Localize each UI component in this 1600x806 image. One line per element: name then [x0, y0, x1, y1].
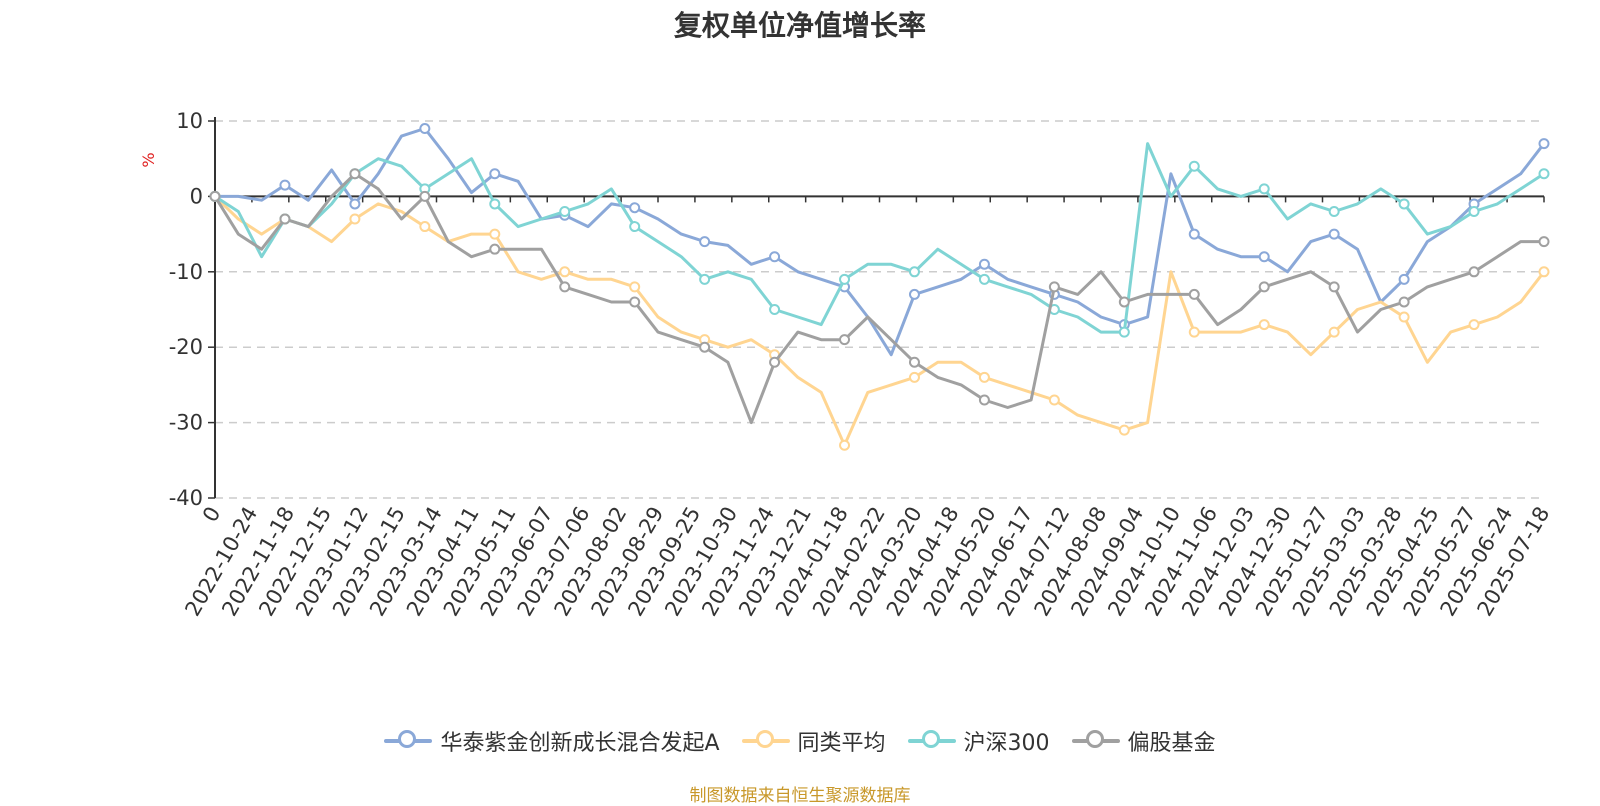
series-point [769, 251, 781, 263]
series-point [1328, 228, 1340, 240]
series-point [839, 334, 851, 346]
y-tick-label: 10 [176, 109, 203, 133]
y-axis-unit: % [139, 152, 158, 167]
series-line-0 [215, 127, 1546, 357]
series-point [1258, 251, 1270, 263]
series-point [279, 213, 291, 225]
legend-marker-icon [1071, 730, 1120, 748]
series-point [769, 356, 781, 368]
series-point [1468, 205, 1480, 217]
series-point [279, 179, 291, 191]
series-point [1258, 183, 1270, 195]
series-point [209, 190, 221, 202]
series-point [1048, 394, 1060, 406]
series-point [1538, 138, 1550, 150]
chart-title: 复权单位净值增长率 [673, 9, 926, 42]
legend-item[interactable]: 同类平均 [741, 725, 886, 757]
series-point [769, 304, 781, 315]
series-point [1538, 168, 1550, 180]
series-point [1468, 319, 1480, 331]
series-layer [209, 123, 1550, 451]
series-point [1398, 311, 1410, 323]
series-point [489, 168, 501, 180]
series-point [559, 281, 571, 293]
series-point [1118, 424, 1130, 436]
series-line-1 [213, 195, 1546, 447]
series-point [489, 243, 501, 255]
series-point [1258, 319, 1270, 331]
series-point [699, 236, 711, 248]
legend-item[interactable]: 华泰紫金创新成长混合发起A [384, 725, 720, 757]
series-point [1188, 288, 1200, 300]
series-point [1398, 273, 1410, 285]
series-point [1538, 236, 1550, 248]
series-point [1468, 266, 1480, 278]
series-point [419, 190, 431, 202]
grid-layer [215, 120, 1544, 499]
series-point [1188, 228, 1200, 240]
series-point [699, 341, 711, 353]
series-point [1328, 281, 1340, 293]
series-point [629, 202, 641, 214]
legend-item[interactable]: 偏股基金 [1071, 725, 1216, 757]
series-point [629, 221, 641, 233]
series-point [629, 281, 641, 293]
series-point [349, 213, 361, 225]
series-point [978, 273, 990, 285]
legend-label: 沪深300 [963, 731, 1050, 756]
series-point [908, 288, 920, 300]
series-point [1118, 296, 1130, 308]
series-point [489, 198, 501, 210]
series-point [908, 356, 920, 368]
series-point [419, 221, 431, 233]
source-note: 制图数据来自恒生聚源数据库 [689, 786, 911, 806]
series-point [1118, 326, 1130, 338]
series-point [908, 371, 920, 383]
series-point [489, 228, 501, 240]
series-point [978, 371, 990, 383]
series-point [839, 439, 851, 451]
legend-item[interactable]: 沪深300 [907, 725, 1050, 757]
y-tick-label: -40 [169, 486, 203, 510]
series-point [978, 258, 990, 270]
series-point [559, 205, 571, 217]
legend-label: 偏股基金 [1127, 731, 1216, 756]
legend-label: 华泰紫金创新成长混合发起A [440, 731, 720, 756]
series-point [1188, 326, 1200, 338]
series-point [629, 296, 641, 308]
y-tick-label: -10 [169, 260, 203, 284]
series-line-2 [214, 142, 1545, 334]
y-tick-label: -30 [169, 411, 203, 435]
series-point [908, 266, 920, 278]
series-point [839, 273, 851, 285]
series-point [1398, 198, 1410, 210]
series-point [1398, 296, 1410, 308]
series-point [1538, 266, 1550, 278]
series-point [1258, 281, 1270, 293]
series-point [349, 168, 361, 180]
x-tick-label: 0 [198, 503, 225, 527]
series-point [1328, 326, 1340, 338]
series-point [419, 123, 431, 135]
series-point [1328, 205, 1340, 217]
series-point [978, 394, 990, 406]
axis-layer: 100-10-20-30-4002022-10-242022-11-182022… [169, 109, 1555, 620]
y-tick-label: 0 [190, 184, 203, 208]
series-point [1048, 281, 1060, 293]
series-point [349, 198, 361, 210]
series-point [1188, 160, 1200, 172]
series-point [559, 266, 571, 278]
series-point [699, 273, 711, 285]
legend-marker-icon [741, 730, 790, 748]
legend-marker-icon [384, 730, 433, 748]
series-line-3 [213, 172, 1544, 425]
y-tick-label: -20 [169, 335, 203, 359]
legend-marker-icon [907, 730, 956, 748]
legend-label: 同类平均 [797, 731, 886, 756]
legend: 华泰紫金创新成长混合发起A 同类平均 沪深300 偏股基金 [0, 725, 1600, 757]
